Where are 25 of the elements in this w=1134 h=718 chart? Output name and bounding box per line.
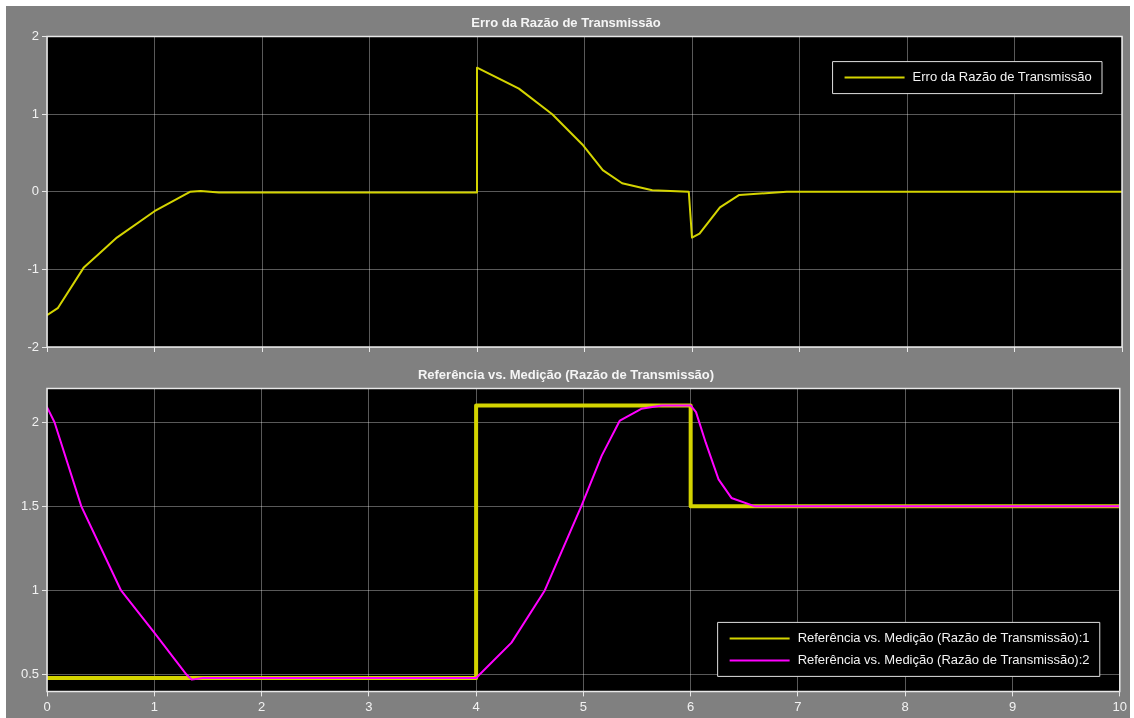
legend-label: Referência vs. Medição (Razão de Transmissão):1 (797, 629, 1090, 645)
y-tick-label: 2 (31, 28, 39, 44)
legend-label: Erro da Razão de Transmissão (912, 69, 1092, 85)
x-tick-label: 2 (257, 698, 266, 714)
x-tick-label: 7 (794, 698, 802, 714)
x-tick-label: 1 (150, 698, 158, 714)
x-tick-label: 9 (1008, 698, 1017, 714)
y-tick-label: 0.5 (20, 666, 39, 682)
x-tick-label: 5 (579, 698, 587, 714)
y-tick-label: 2 (31, 413, 39, 429)
x-tick-label: 8 (901, 698, 909, 714)
chart-title: Referência vs. Medição (Razão de Transmissão) (417, 367, 715, 383)
x-tick-label: 10 (1112, 698, 1127, 714)
x-tick-label: 4 (472, 698, 480, 714)
legend-label: Referência vs. Medição (Razão de Transmissão):2 (797, 651, 1090, 667)
y-tick-label: 1.5 (20, 497, 39, 513)
y-tick-label: 1 (31, 582, 39, 598)
chart-title: Erro da Razão de Transmissão (471, 15, 661, 31)
y-tick-label: 1 (31, 105, 39, 121)
y-tick-label: 0 (31, 183, 39, 199)
x-tick-label: 0 (43, 698, 51, 714)
y-tick-label: -1 (27, 260, 39, 276)
x-tick-label: 3 (365, 698, 373, 714)
x-tick-label: 6 (687, 698, 695, 714)
y-tick-label: -2 (27, 338, 39, 354)
